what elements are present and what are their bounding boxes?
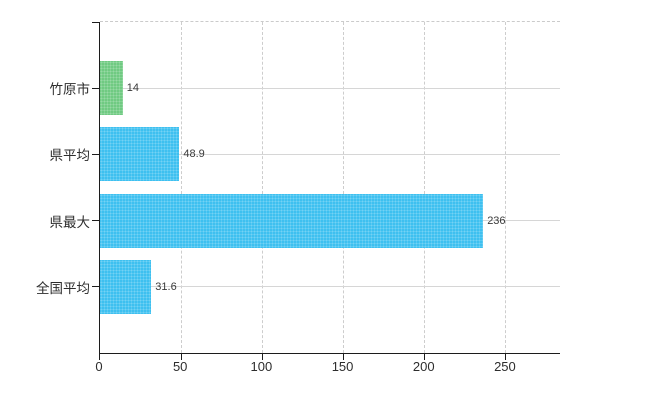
vertical-gridline xyxy=(261,22,263,353)
vertical-gridline xyxy=(343,22,345,353)
horizontal-gridline xyxy=(100,87,560,89)
horizontal-gridline xyxy=(100,286,560,288)
bar-value-label: 14 xyxy=(126,82,139,95)
category-axis-tick xyxy=(92,286,99,288)
y-axis-end-tick xyxy=(92,22,99,23)
bar xyxy=(100,127,180,182)
x-tick-label: 100 xyxy=(250,359,273,374)
category-label: 県平均 xyxy=(49,148,91,164)
bar xyxy=(100,259,152,314)
category-label: 全国平均 xyxy=(36,280,90,296)
x-axis-tick xyxy=(343,354,345,360)
plot-area: 14 48.9 236 31.6 xyxy=(92,21,560,360)
bar xyxy=(100,193,484,248)
x-tick-label: 200 xyxy=(412,359,435,374)
x-tick-label: 50 xyxy=(172,359,188,374)
x-axis-tick xyxy=(505,354,507,360)
category-label: 県最大 xyxy=(49,214,91,230)
category-axis-labels: 竹原市県平均県最大全国平均 xyxy=(0,22,90,353)
bar xyxy=(100,61,123,116)
x-axis-tick xyxy=(99,354,100,360)
bar-value-label: 31.6 xyxy=(155,280,177,293)
bar-value-label: 236 xyxy=(487,214,506,227)
x-axis-tick xyxy=(261,354,263,360)
vertical-gridline xyxy=(505,22,507,353)
plot-top-border xyxy=(100,21,560,22)
x-tick-label: 0 xyxy=(95,359,103,374)
category-label: 竹原市 xyxy=(49,82,91,98)
value-axis-labels: 0 50 100 150 200 250 xyxy=(95,359,559,379)
x-tick-label: 250 xyxy=(494,359,516,374)
horizontal-gridline xyxy=(100,153,560,155)
x-axis-tick xyxy=(180,354,182,360)
vertical-gridline xyxy=(180,22,182,353)
category-axis-tick xyxy=(92,87,99,89)
bar-value-label: 48.9 xyxy=(183,148,205,161)
category-axis-tick xyxy=(92,153,99,155)
x-tick-label: 150 xyxy=(331,359,354,374)
category-axis-tick xyxy=(92,220,99,222)
x-axis-tick xyxy=(424,354,426,360)
vertical-gridline xyxy=(424,22,426,353)
